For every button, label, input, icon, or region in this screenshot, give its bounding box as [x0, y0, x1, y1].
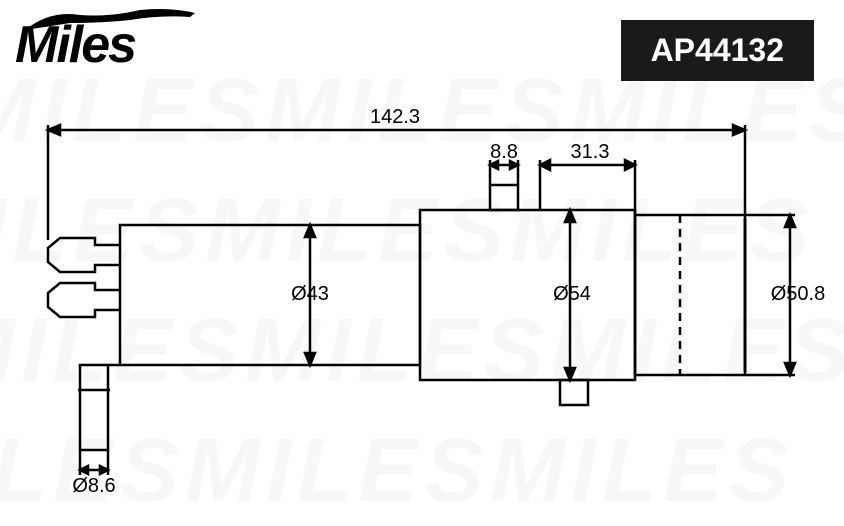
left-terminals — [48, 238, 120, 317]
inlet-tube — [78, 365, 120, 450]
dim-label-8-6: Ø8.6 — [72, 475, 115, 497]
dim-label-31-3: 31.3 — [571, 141, 610, 163]
technical-drawing: 142.3 8.8 31.3 Ø8.6 Ø43 Ø54 Ø50.8 — [0, 0, 844, 526]
body-left-cylinder — [120, 225, 420, 365]
dim-label-50-8: Ø50.8 — [771, 283, 825, 305]
dim-label-overall: 142.3 — [370, 106, 420, 128]
dim-label-54: Ø54 — [553, 283, 591, 305]
dim-dia-8-6 — [80, 450, 108, 475]
body-right-section — [420, 210, 635, 380]
bottom-port — [560, 380, 588, 405]
dim-label-8-8: 8.8 — [490, 141, 518, 163]
dim-label-43: Ø43 — [291, 283, 329, 305]
dim-overall-length — [48, 125, 745, 240]
top-port — [490, 185, 518, 210]
body-end-cap — [635, 215, 745, 375]
dim-seg-8-8 — [490, 160, 518, 185]
dim-seg-31-3 — [540, 160, 635, 215]
